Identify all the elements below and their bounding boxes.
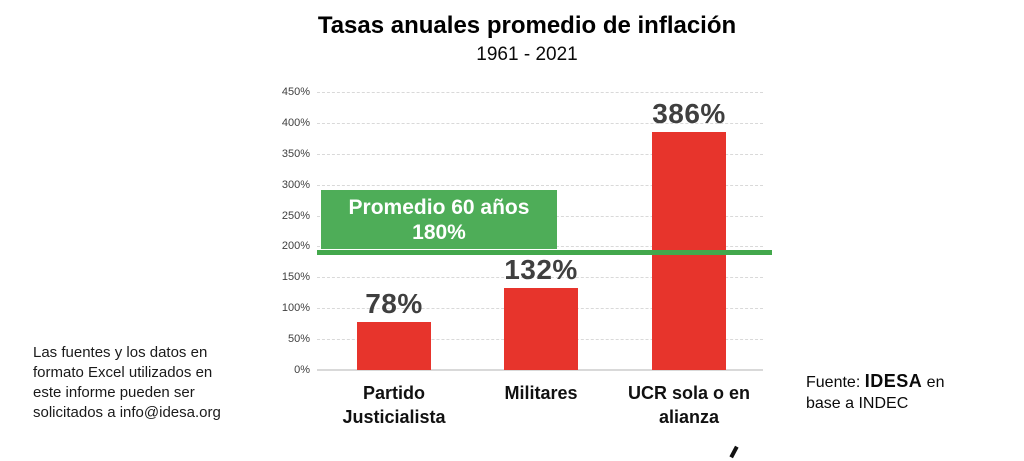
average-callout-line2: 180% bbox=[412, 220, 466, 244]
average-callout-line1: Promedio 60 años bbox=[348, 195, 530, 219]
y-axis-tick-label: 400% bbox=[281, 117, 310, 129]
gridline bbox=[317, 154, 763, 155]
bar-2 bbox=[504, 288, 578, 370]
page-title: Tasas anuales promedio de inflación bbox=[317, 12, 737, 39]
bar-1 bbox=[357, 322, 431, 370]
category-label: UCR sola o en alianza bbox=[627, 383, 751, 427]
y-axis-tick-label: 200% bbox=[281, 240, 310, 252]
bottom-crop-mark bbox=[729, 445, 739, 459]
y-axis-tick-label: 300% bbox=[281, 179, 310, 191]
bar-value-label: 78% bbox=[365, 288, 423, 319]
source-prefix: Fuente: bbox=[806, 374, 865, 391]
average-callout-box: Promedio 60 años 180% bbox=[321, 190, 557, 249]
gridline bbox=[317, 185, 763, 186]
y-axis-tick-label: 350% bbox=[281, 148, 310, 160]
y-axis-tick-label: 250% bbox=[281, 210, 310, 222]
gridline bbox=[317, 123, 763, 124]
bar-value-label: 132% bbox=[504, 254, 578, 285]
source-suffix: en base a INDEC bbox=[806, 374, 945, 412]
gridline bbox=[317, 92, 763, 93]
y-axis-tick-label: 100% bbox=[281, 302, 310, 314]
page-subtitle: 1961 - 2021 bbox=[476, 44, 578, 65]
y-axis-tick-label: 50% bbox=[287, 333, 310, 345]
category-label: Militares bbox=[504, 383, 578, 403]
brand-name: IDESA bbox=[864, 371, 923, 391]
average-reference-line bbox=[317, 250, 772, 255]
y-axis-tick-label: 0% bbox=[294, 364, 310, 376]
category-label: Partido Justicialista bbox=[342, 383, 446, 427]
y-axis-tick-label: 450% bbox=[281, 86, 310, 98]
x-axis-baseline bbox=[317, 369, 763, 371]
left-footnote: Las fuentes y los datos en formato Excel… bbox=[33, 344, 221, 421]
y-axis-tick-label: 150% bbox=[281, 271, 310, 283]
gridline bbox=[317, 277, 763, 278]
bar-value-label: 386% bbox=[652, 98, 726, 129]
source-note: Fuente: IDESA en base a INDEC bbox=[806, 371, 971, 414]
